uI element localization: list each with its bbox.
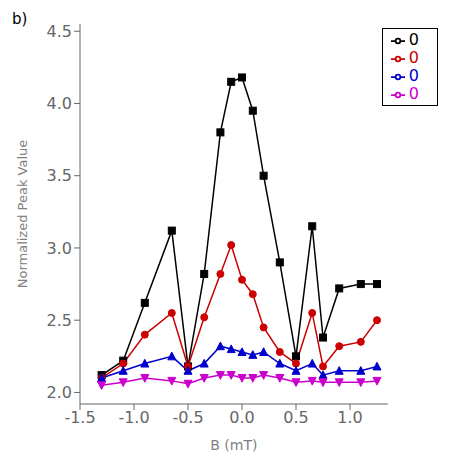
svg-text:Normalized Peak Value: Normalized Peak Value <box>15 140 30 289</box>
svg-text:4.0: 4.0 <box>47 94 72 113</box>
svg-text:4.5: 4.5 <box>47 22 72 41</box>
svg-text:-0.5: -0.5 <box>172 408 203 427</box>
svg-text:2.5: 2.5 <box>47 311 72 330</box>
html-text:0: 0 <box>408 84 419 103</box>
html-text:b): b) <box>12 10 28 28</box>
html-text:0: 0 <box>408 48 419 67</box>
svg-text:3.0: 3.0 <box>47 239 72 258</box>
svg-text:2.0: 2.0 <box>47 383 72 402</box>
svg-text:3.5: 3.5 <box>47 166 72 185</box>
svg-text:0.0: 0.0 <box>229 408 254 427</box>
html-text:0: 0 <box>408 30 419 49</box>
svg-text:-1.0: -1.0 <box>118 408 149 427</box>
svg-text:-1.5: -1.5 <box>64 408 95 427</box>
html-text:0: 0 <box>408 66 419 85</box>
svg-text:1.0: 1.0 <box>337 408 362 427</box>
svg-text:0.5: 0.5 <box>283 408 308 427</box>
svg-text:B (mT): B (mT) <box>210 437 257 453</box>
